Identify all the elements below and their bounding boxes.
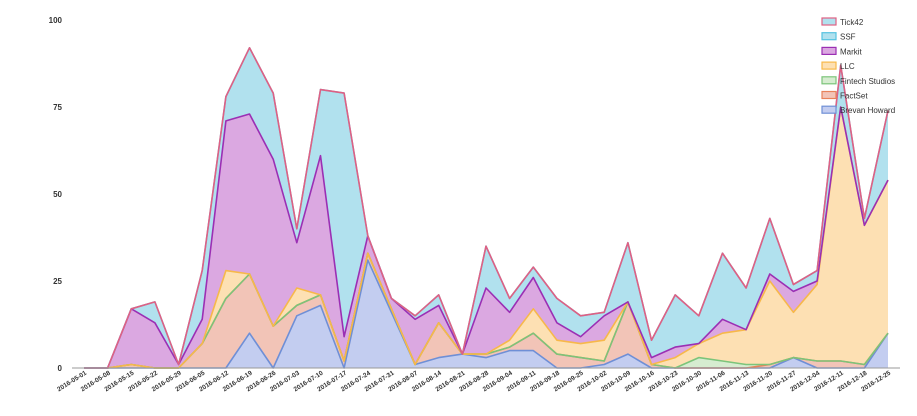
line-tick42 bbox=[84, 47, 889, 369]
legend-swatch bbox=[821, 76, 837, 85]
y-tick-label: 50 bbox=[53, 190, 62, 199]
y-tick-label: 25 bbox=[53, 277, 62, 286]
legend-item-fintech-studios[interactable]: Fintech Studios bbox=[821, 76, 895, 86]
legend-item-ssf[interactable]: SSF bbox=[821, 32, 856, 42]
legend-swatch bbox=[821, 17, 837, 26]
legend-swatch bbox=[821, 32, 837, 41]
legend-label: SSF bbox=[840, 33, 856, 42]
legend-label: Brevan Howard bbox=[840, 106, 895, 115]
legend-label: LLC bbox=[840, 62, 855, 71]
legend-swatch bbox=[821, 105, 837, 114]
legend-swatch bbox=[821, 61, 837, 70]
legend-item-llc[interactable]: LLC bbox=[821, 61, 855, 71]
legend-item-markit[interactable]: Markit bbox=[821, 46, 863, 56]
line-llc bbox=[84, 106, 889, 369]
y-tick-label: 0 bbox=[58, 364, 63, 373]
legend-label: Fintech Studios bbox=[840, 77, 895, 86]
legend-label: Markit bbox=[840, 47, 863, 56]
y-tick-label: 75 bbox=[53, 103, 62, 112]
legend-item-brevan-howard[interactable]: Brevan Howard bbox=[821, 105, 895, 115]
legend-swatch bbox=[821, 90, 837, 100]
y-tick-labels: 0 25 50 75 100 bbox=[49, 16, 63, 373]
legend-item-tick42[interactable]: Tick42 bbox=[821, 17, 864, 27]
area-markit bbox=[84, 107, 888, 368]
legend: Tick42 SSF Markit LLC Fintech Studios FactSet… bbox=[821, 17, 895, 115]
area-ssf bbox=[84, 47, 888, 369]
legend-label: Tick42 bbox=[840, 18, 864, 27]
x-tick-labels: 2016-05-012016-05-082016-05-152016-05-22… bbox=[56, 370, 892, 394]
area-llc bbox=[84, 107, 888, 368]
legend-swatch bbox=[821, 46, 837, 56]
line-markit bbox=[84, 106, 889, 369]
series-areas bbox=[84, 47, 888, 369]
legend-label: FactSet bbox=[840, 92, 868, 101]
y-tick-label: 100 bbox=[49, 16, 63, 25]
legend-item-factset[interactable]: FactSet bbox=[821, 90, 868, 101]
area-factset bbox=[84, 253, 888, 368]
